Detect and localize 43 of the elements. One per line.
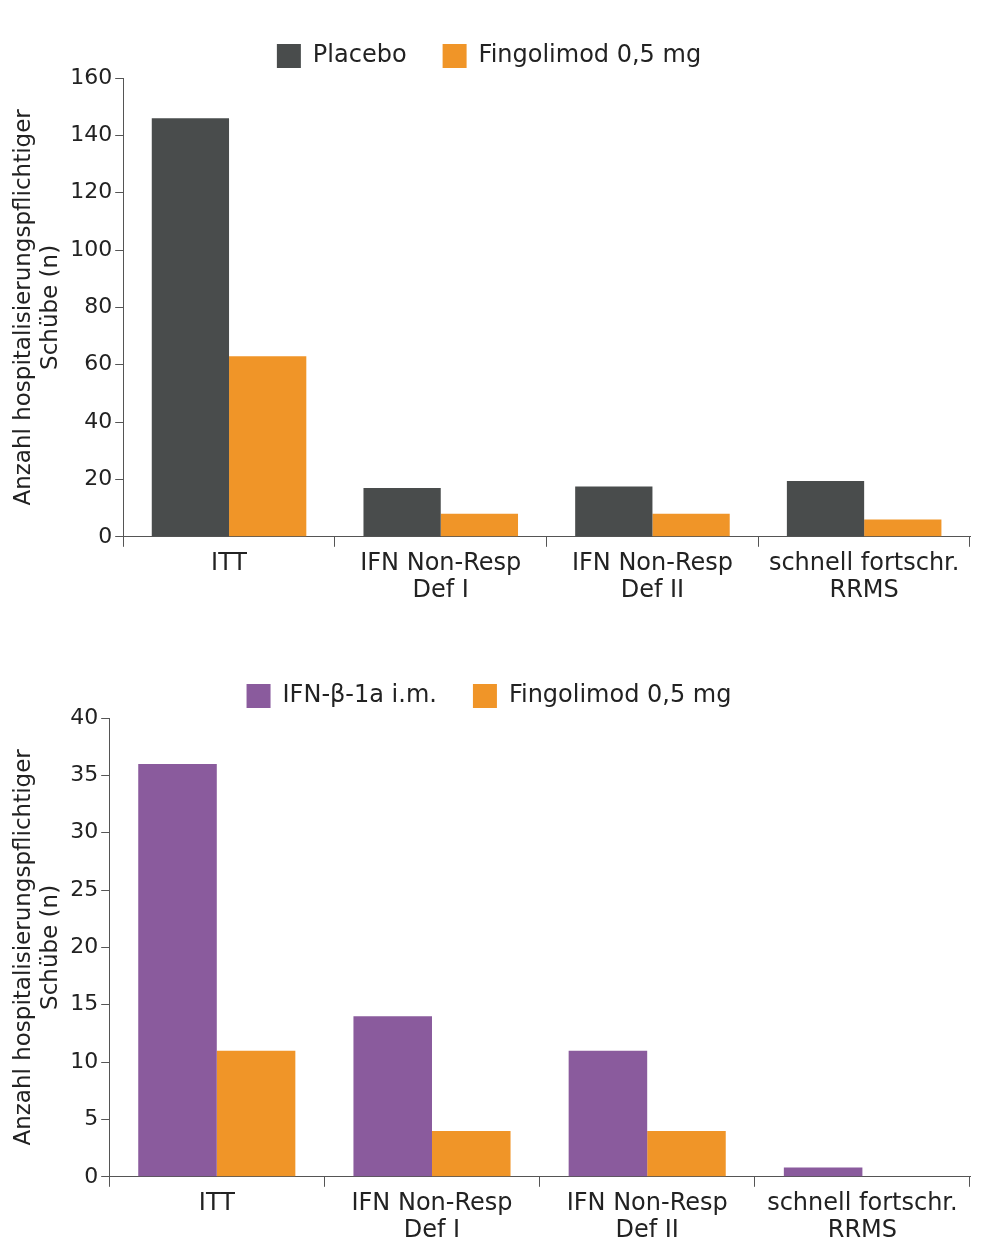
legend-label: Fingolimod 0,5 mg bbox=[478, 40, 702, 69]
y-tick-label: 60 bbox=[84, 350, 113, 376]
y-axis-title: Anzahl hospitalisierungspflichtiger Schübe (n) bbox=[8, 748, 63, 1146]
y-tick-label: 140 bbox=[70, 121, 113, 147]
y-tick-label: 35 bbox=[70, 761, 99, 787]
bar bbox=[652, 513, 730, 537]
legend-label: IFN-β-1a i.m. bbox=[282, 680, 437, 709]
x-tick-label: ITT bbox=[198, 1187, 236, 1216]
y-tick-label: 40 bbox=[70, 703, 99, 729]
y-tick-label: 30 bbox=[70, 818, 99, 844]
bar bbox=[432, 1130, 511, 1177]
x-tick-label: schnell fortschr. RRMS bbox=[768, 547, 960, 604]
y-tick-label: 80 bbox=[84, 293, 113, 319]
bar bbox=[647, 1130, 726, 1177]
x-tick-label: schnell fortschr. RRMS bbox=[767, 1187, 958, 1244]
y-tick-label: 100 bbox=[70, 235, 113, 261]
bar bbox=[216, 1050, 296, 1177]
y-tick-label: 10 bbox=[70, 1047, 99, 1073]
y-tick-label: 20 bbox=[84, 465, 113, 491]
x-tick-label: IFN Non-Resp Def II bbox=[566, 1187, 728, 1244]
x-tick-label: IFN Non-Resp Def II bbox=[571, 547, 733, 604]
bar bbox=[440, 513, 519, 537]
y-tick-label: 20 bbox=[70, 933, 99, 959]
x-tick-label: ITT bbox=[211, 547, 248, 576]
y-tick-label: 40 bbox=[84, 407, 113, 433]
y-tick-label: 0 bbox=[98, 522, 113, 548]
legend-label: Placebo bbox=[312, 40, 407, 69]
y-tick-label: 120 bbox=[70, 178, 113, 204]
bar bbox=[783, 1167, 863, 1177]
y-tick-label: 25 bbox=[70, 875, 99, 901]
bar bbox=[229, 356, 307, 537]
y-tick-label: 15 bbox=[70, 990, 99, 1016]
x-tick-label: IFN Non-Resp Def I bbox=[351, 1187, 513, 1244]
y-tick-label: 5 bbox=[84, 1105, 99, 1131]
y-tick-label: 160 bbox=[70, 63, 113, 89]
y-axis-title: Anzahl hospitalisierungspflichtiger Schübe (n) bbox=[8, 108, 63, 506]
y-tick-label: 0 bbox=[84, 1162, 99, 1188]
bar bbox=[353, 1016, 432, 1177]
x-tick-label: IFN Non-Resp Def I bbox=[360, 547, 522, 604]
bar bbox=[138, 763, 217, 1177]
legend-label: Fingolimod 0,5 mg bbox=[508, 680, 732, 709]
bar bbox=[568, 1050, 648, 1177]
bar bbox=[864, 519, 942, 537]
